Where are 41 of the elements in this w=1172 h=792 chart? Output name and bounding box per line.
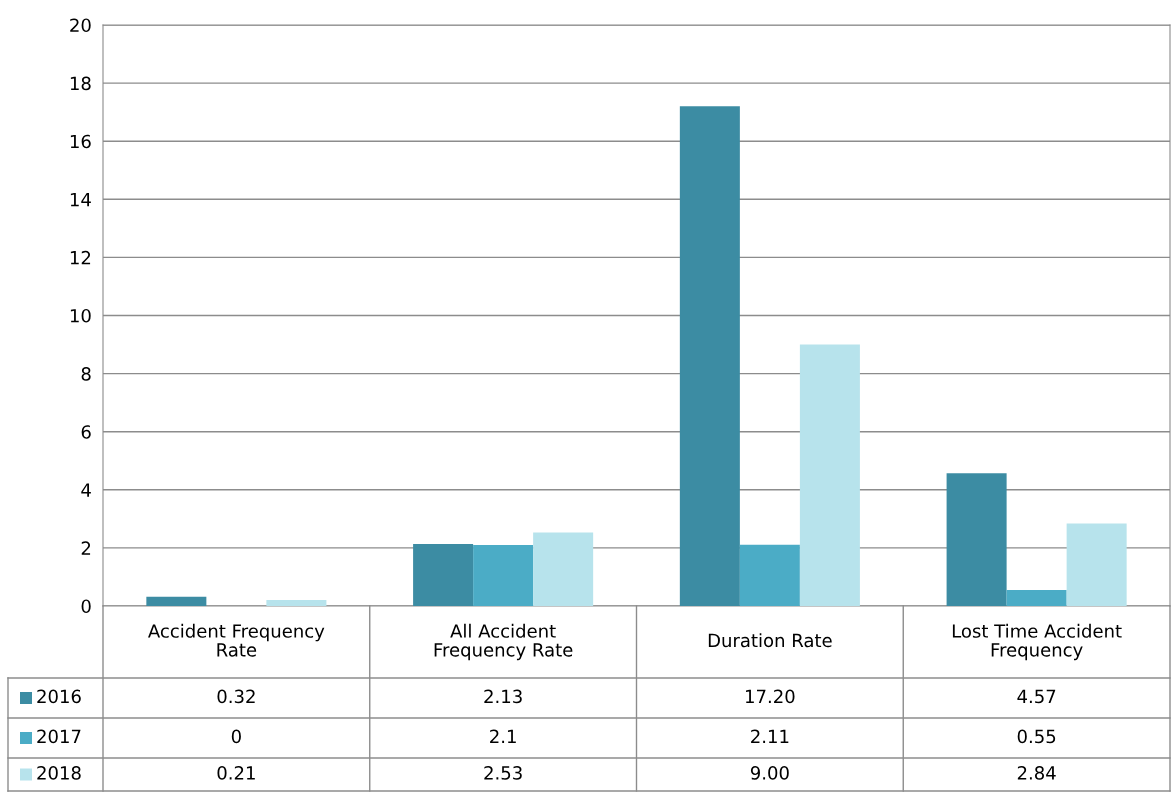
data-label: 2.1 (490, 729, 516, 743)
data-label: 2.84 (1017, 766, 1056, 780)
bar (739, 544, 800, 606)
data-label: 2.13 (484, 689, 522, 704)
x-tick-label: Accident Frequency Rate (148, 623, 325, 657)
bar (533, 532, 594, 606)
y-tick-label: 12 (70, 250, 91, 265)
y-tick-label: 4 (81, 483, 91, 497)
bar (473, 545, 534, 606)
x-tick-label: Lost Time Accident Frequency (952, 623, 1122, 661)
bar (413, 544, 474, 606)
bar (146, 596, 207, 606)
y-tick-label: 6 (81, 425, 91, 439)
y-tick-label: 8 (81, 367, 91, 381)
x-tick-label: Duration Rate (708, 633, 832, 648)
bar (1066, 523, 1127, 606)
y-tick-label: 16 (70, 134, 91, 149)
legend-label: 2018 (37, 766, 81, 780)
data-label: 0.21 (217, 766, 255, 780)
data-label: 0 (231, 729, 241, 744)
data-label: 17.20 (746, 689, 795, 704)
data-label: 0.32 (217, 689, 255, 704)
legend-label: 2016 (37, 689, 81, 704)
data-label: 4.57 (1017, 689, 1056, 704)
legend-label: 2017 (37, 729, 81, 744)
bar (679, 106, 740, 606)
y-tick-label: 18 (70, 76, 91, 91)
y-tick-label: 10 (70, 308, 91, 323)
x-tick-label: All Accident Frequency Rate (434, 623, 573, 661)
y-tick-label: 0 (81, 599, 91, 614)
data-label: 2.11 (751, 729, 789, 743)
data-label: 0.55 (1017, 729, 1056, 744)
bar (799, 344, 860, 606)
y-tick-label: 14 (70, 193, 91, 207)
bar (946, 473, 1007, 606)
y-tick-label: 20 (70, 18, 91, 33)
bar (1006, 590, 1067, 606)
y-tick-label: 2 (81, 541, 91, 555)
data-label: 2.53 (484, 766, 522, 780)
data-label: 9.00 (750, 766, 789, 780)
bar (266, 599, 327, 606)
